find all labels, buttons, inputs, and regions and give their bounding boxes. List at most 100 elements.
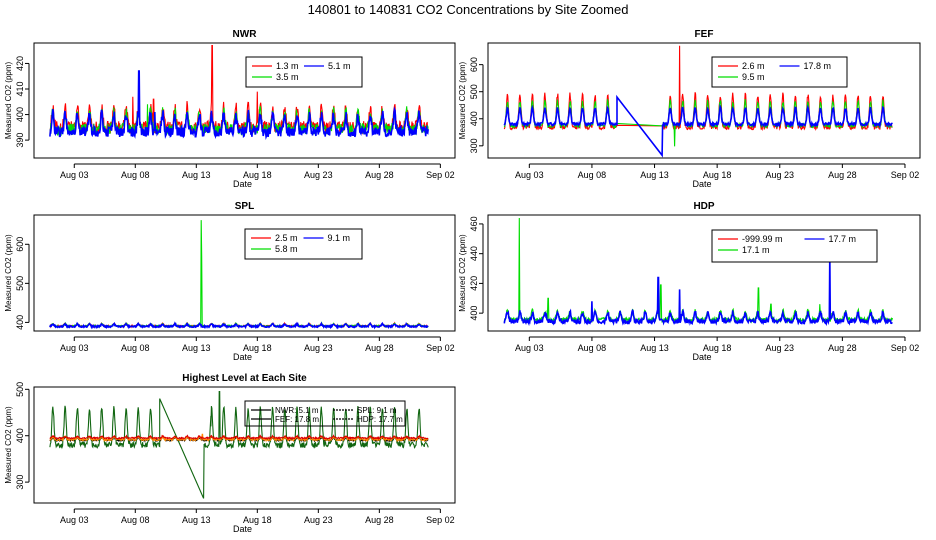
legend-label: 5.1 m (328, 61, 351, 71)
y-tick-label: 400 (15, 428, 25, 443)
x-tick-label: Aug 23 (304, 515, 333, 525)
x-tick-label: Aug 18 (703, 343, 732, 353)
legend: -999.99 m 17.7 m 17.1 m (711, 229, 878, 263)
x-tick-label: Aug 28 (828, 170, 857, 180)
legend-box (245, 56, 363, 88)
legend-label: 9.5 m (742, 72, 765, 82)
x-tick-label: Sep 02 (426, 515, 455, 525)
x-axis: Aug 03 Aug 08 Aug 13 Aug 18 Aug 23 Aug 28 Sep … (515, 163, 920, 189)
y-tick-label: 500 (15, 276, 25, 291)
panel-title: SPL (235, 201, 254, 212)
x-tick-label: Aug 28 (365, 343, 394, 353)
legend-label: 2.6 m (742, 61, 765, 71)
legend-box (711, 56, 848, 88)
x-tick-label: Aug 18 (243, 515, 272, 525)
x-axis-label: Date (233, 179, 252, 189)
panel-title: Highest Level at Each Site (182, 373, 307, 384)
y-tick-label: 420 (469, 276, 479, 291)
panel-title: FEF (695, 29, 714, 40)
legend-label: 3.5 m (276, 72, 299, 82)
x-axis: Aug 03 Aug 08 Aug 13 Aug 18 Aug 23 Aug 28 Sep … (515, 336, 919, 362)
legend-label: 17.7 m (829, 234, 857, 244)
y-tick-label: 500 (469, 84, 479, 99)
plot-area (503, 217, 894, 327)
x-tick-label: Aug 28 (365, 170, 394, 180)
x-tick-label: Aug 28 (365, 515, 394, 525)
y-axis-label: Measured CO2 (ppm) (458, 234, 467, 312)
x-tick-label: Aug 08 (121, 170, 150, 180)
y-tick-label: 400 (469, 111, 479, 126)
series-line-17-7-m (503, 253, 893, 327)
panel-spl: SPL Aug 03 Aug 08 Aug 13 Aug 18 Aug 23 Aug 28 S… (4, 201, 456, 362)
x-axis-label: Date (233, 524, 252, 534)
legend-label: 5.8 m (275, 244, 298, 254)
series-line-hdp-17-7-m (49, 434, 429, 441)
legend-label: 2.5 m (275, 233, 298, 243)
plot-frame (33, 42, 456, 159)
y-tick-label: 390 (15, 133, 25, 148)
x-axis-label: Date (692, 352, 711, 362)
panel-title: NWR (233, 29, 258, 40)
legend-label: HDP: 17.7 m (357, 415, 403, 424)
panel-nwr: NWR Aug 03 Aug 08 Aug 13 Aug 18 Aug 23 Aug 28 S… (4, 29, 456, 189)
legend-box (711, 229, 878, 263)
legend-label: 17.8 m (804, 61, 832, 71)
y-tick-label: 400 (15, 315, 25, 330)
plot-area (503, 45, 893, 158)
x-tick-label: Aug 28 (828, 343, 857, 353)
x-tick-label: Aug 13 (640, 343, 669, 353)
x-tick-label: Aug 03 (515, 170, 544, 180)
x-axis-label: Date (692, 179, 711, 189)
y-tick-label: 420 (15, 56, 25, 71)
legend-label: NWR: 5.1 m (275, 406, 319, 415)
y-tick-label: 440 (469, 246, 479, 261)
plot-area (49, 45, 429, 141)
y-tick-label: 600 (15, 237, 25, 252)
x-tick-label: Aug 03 (60, 343, 89, 353)
legend-label: FEF: 17.8 m (275, 415, 319, 424)
x-tick-label: Aug 13 (640, 170, 669, 180)
x-tick-label: Aug 23 (304, 343, 333, 353)
y-axis-label: Measured CO2 (ppm) (4, 61, 13, 139)
x-tick-label: Aug 13 (182, 343, 211, 353)
legend: 1.3 m 5.1 m 3.5 m (245, 56, 363, 88)
series-line-17-8-m (503, 94, 893, 158)
legend-label: SPL: 9.1 m (357, 406, 397, 415)
legend-label: -999.99 m (742, 234, 783, 244)
x-tick-label: Aug 23 (765, 343, 794, 353)
series-line-9-1-m (49, 321, 429, 330)
y-tick-label: 600 (469, 57, 479, 72)
x-tick-label: Aug 13 (182, 170, 211, 180)
panel-fef: FEF Aug 03 Aug 08 Aug 13 Aug 18 Aug 23 Aug 28 S… (458, 29, 921, 189)
x-tick-label: Aug 08 (578, 343, 607, 353)
x-tick-label: Aug 18 (703, 170, 732, 180)
x-axis: Aug 03 Aug 08 Aug 13 Aug 18 Aug 23 Aug 28 Sep … (60, 336, 455, 362)
legend: 2.6 m 17.8 m 9.5 m (711, 56, 848, 88)
plot-frame (487, 214, 921, 332)
legend-label: 17.1 m (742, 245, 770, 255)
series-line-5-8-m (49, 220, 429, 329)
x-axis: Aug 03 Aug 08 Aug 13 Aug 18 Aug 23 Aug 28 Sep … (60, 508, 455, 534)
x-tick-label: Sep 02 (891, 170, 920, 180)
legend-box (244, 400, 406, 427)
y-axis-label: Measured CO2 (ppm) (4, 234, 13, 312)
plot-area (49, 220, 429, 330)
x-axis-label: Date (233, 352, 252, 362)
y-axis-label: Measured CO2 (ppm) (4, 406, 13, 484)
x-tick-label: Aug 23 (765, 170, 794, 180)
y-tick-label: 300 (15, 475, 25, 490)
x-tick-label: Aug 13 (182, 515, 211, 525)
legend: 2.5 m 9.1 m 5.8 m (244, 228, 363, 260)
x-tick-label: Aug 03 (515, 343, 544, 353)
x-tick-label: Aug 23 (304, 170, 333, 180)
panel-hdp: HDP Aug 03 Aug 08 Aug 13 Aug 18 Aug 23 Aug 28 S… (458, 201, 921, 362)
x-tick-label: Aug 18 (243, 170, 272, 180)
plot-frame (487, 42, 921, 159)
x-tick-label: Aug 03 (60, 515, 89, 525)
